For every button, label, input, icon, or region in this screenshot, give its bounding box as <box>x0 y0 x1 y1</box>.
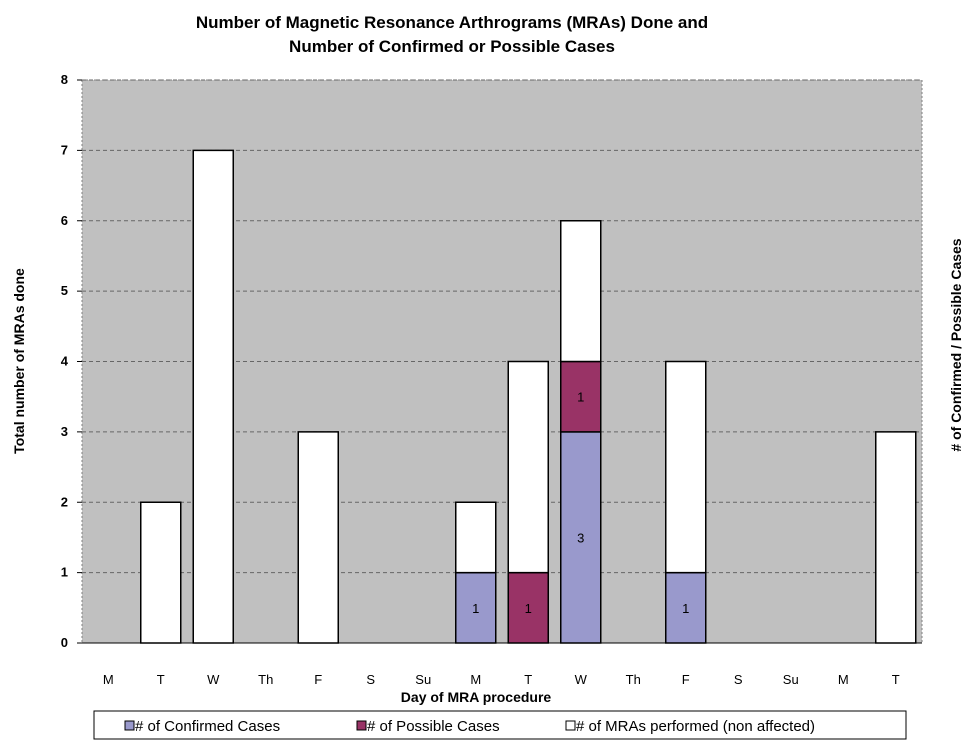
x-tick-label: T <box>892 672 900 687</box>
x-tick-label: S <box>734 672 743 687</box>
bar-data-label: 1 <box>472 601 479 616</box>
legend-box <box>93 710 907 740</box>
legend-label-possible: # of Possible Cases <box>367 718 500 735</box>
bar-segment <box>455 501 497 574</box>
bar-segment <box>665 571 707 644</box>
bar-segment <box>297 431 339 644</box>
x-tick-label: M <box>103 672 114 687</box>
x-tick-label: S <box>366 672 375 687</box>
x-tick-label: W <box>575 672 588 687</box>
bar-segment <box>192 149 234 644</box>
legend-swatch-performed <box>565 720 576 731</box>
x-tick-label: T <box>524 672 532 687</box>
y-tick-label: 3 <box>61 424 68 439</box>
x-tick-label: M <box>470 672 481 687</box>
y2-axis-title: # of Confirmed / Possible Cases <box>948 238 962 451</box>
legend-swatch-confirmed <box>124 720 135 731</box>
bar-data-label: 3 <box>577 530 584 545</box>
y-tick-label: 0 <box>61 635 68 650</box>
bars: 1 1 3 1 1 <box>140 149 917 644</box>
y-tick-label: 7 <box>61 142 68 157</box>
y-axis-title: Total number of MRAs done <box>11 268 27 454</box>
legend-swatch-possible <box>356 720 367 731</box>
y-tick-label: 5 <box>61 283 68 298</box>
x-tick-label: Su <box>415 672 431 687</box>
x-axis-title: Day of MRA procedure <box>401 689 552 705</box>
bar-segment <box>875 431 917 644</box>
x-axis-ticks: M T W Th F S Su M T W Th F S Su M T <box>103 672 900 687</box>
x-tick-label: Th <box>626 672 641 687</box>
legend-label-confirmed: # of Confirmed Cases <box>135 718 280 735</box>
x-tick-label: Su <box>783 672 799 687</box>
x-tick-label: W <box>207 672 220 687</box>
bar-data-label: 1 <box>525 601 532 616</box>
x-tick-label: T <box>157 672 165 687</box>
y-tick-label: 8 <box>61 72 68 87</box>
y-tick-label: 4 <box>61 354 69 369</box>
bar-segment <box>560 360 602 433</box>
bar-segment <box>560 220 602 363</box>
y-tick-label: 6 <box>61 213 68 228</box>
bar-data-label: 1 <box>577 390 584 405</box>
y-axis-ticks: 0 1 2 3 4 5 6 7 8 <box>61 72 82 650</box>
bar-segment <box>140 501 182 644</box>
y-tick-label: 1 <box>61 565 68 580</box>
chart-title-line-1: Number of Magnetic Resonance Arthrograms… <box>196 13 708 32</box>
x-tick-label: F <box>682 672 690 687</box>
bar-segment <box>507 360 549 574</box>
bar-segment <box>665 360 707 574</box>
x-tick-label: M <box>838 672 849 687</box>
bar-data-label: 1 <box>682 601 689 616</box>
y-tick-label: 2 <box>61 494 68 509</box>
legend-label-performed: # of MRAs performed (non affected) <box>576 718 815 735</box>
chart-title-line-2: Number of Confirmed or Possible Cases <box>289 37 615 56</box>
x-tick-label: F <box>314 672 322 687</box>
x-tick-label: Th <box>258 672 273 687</box>
